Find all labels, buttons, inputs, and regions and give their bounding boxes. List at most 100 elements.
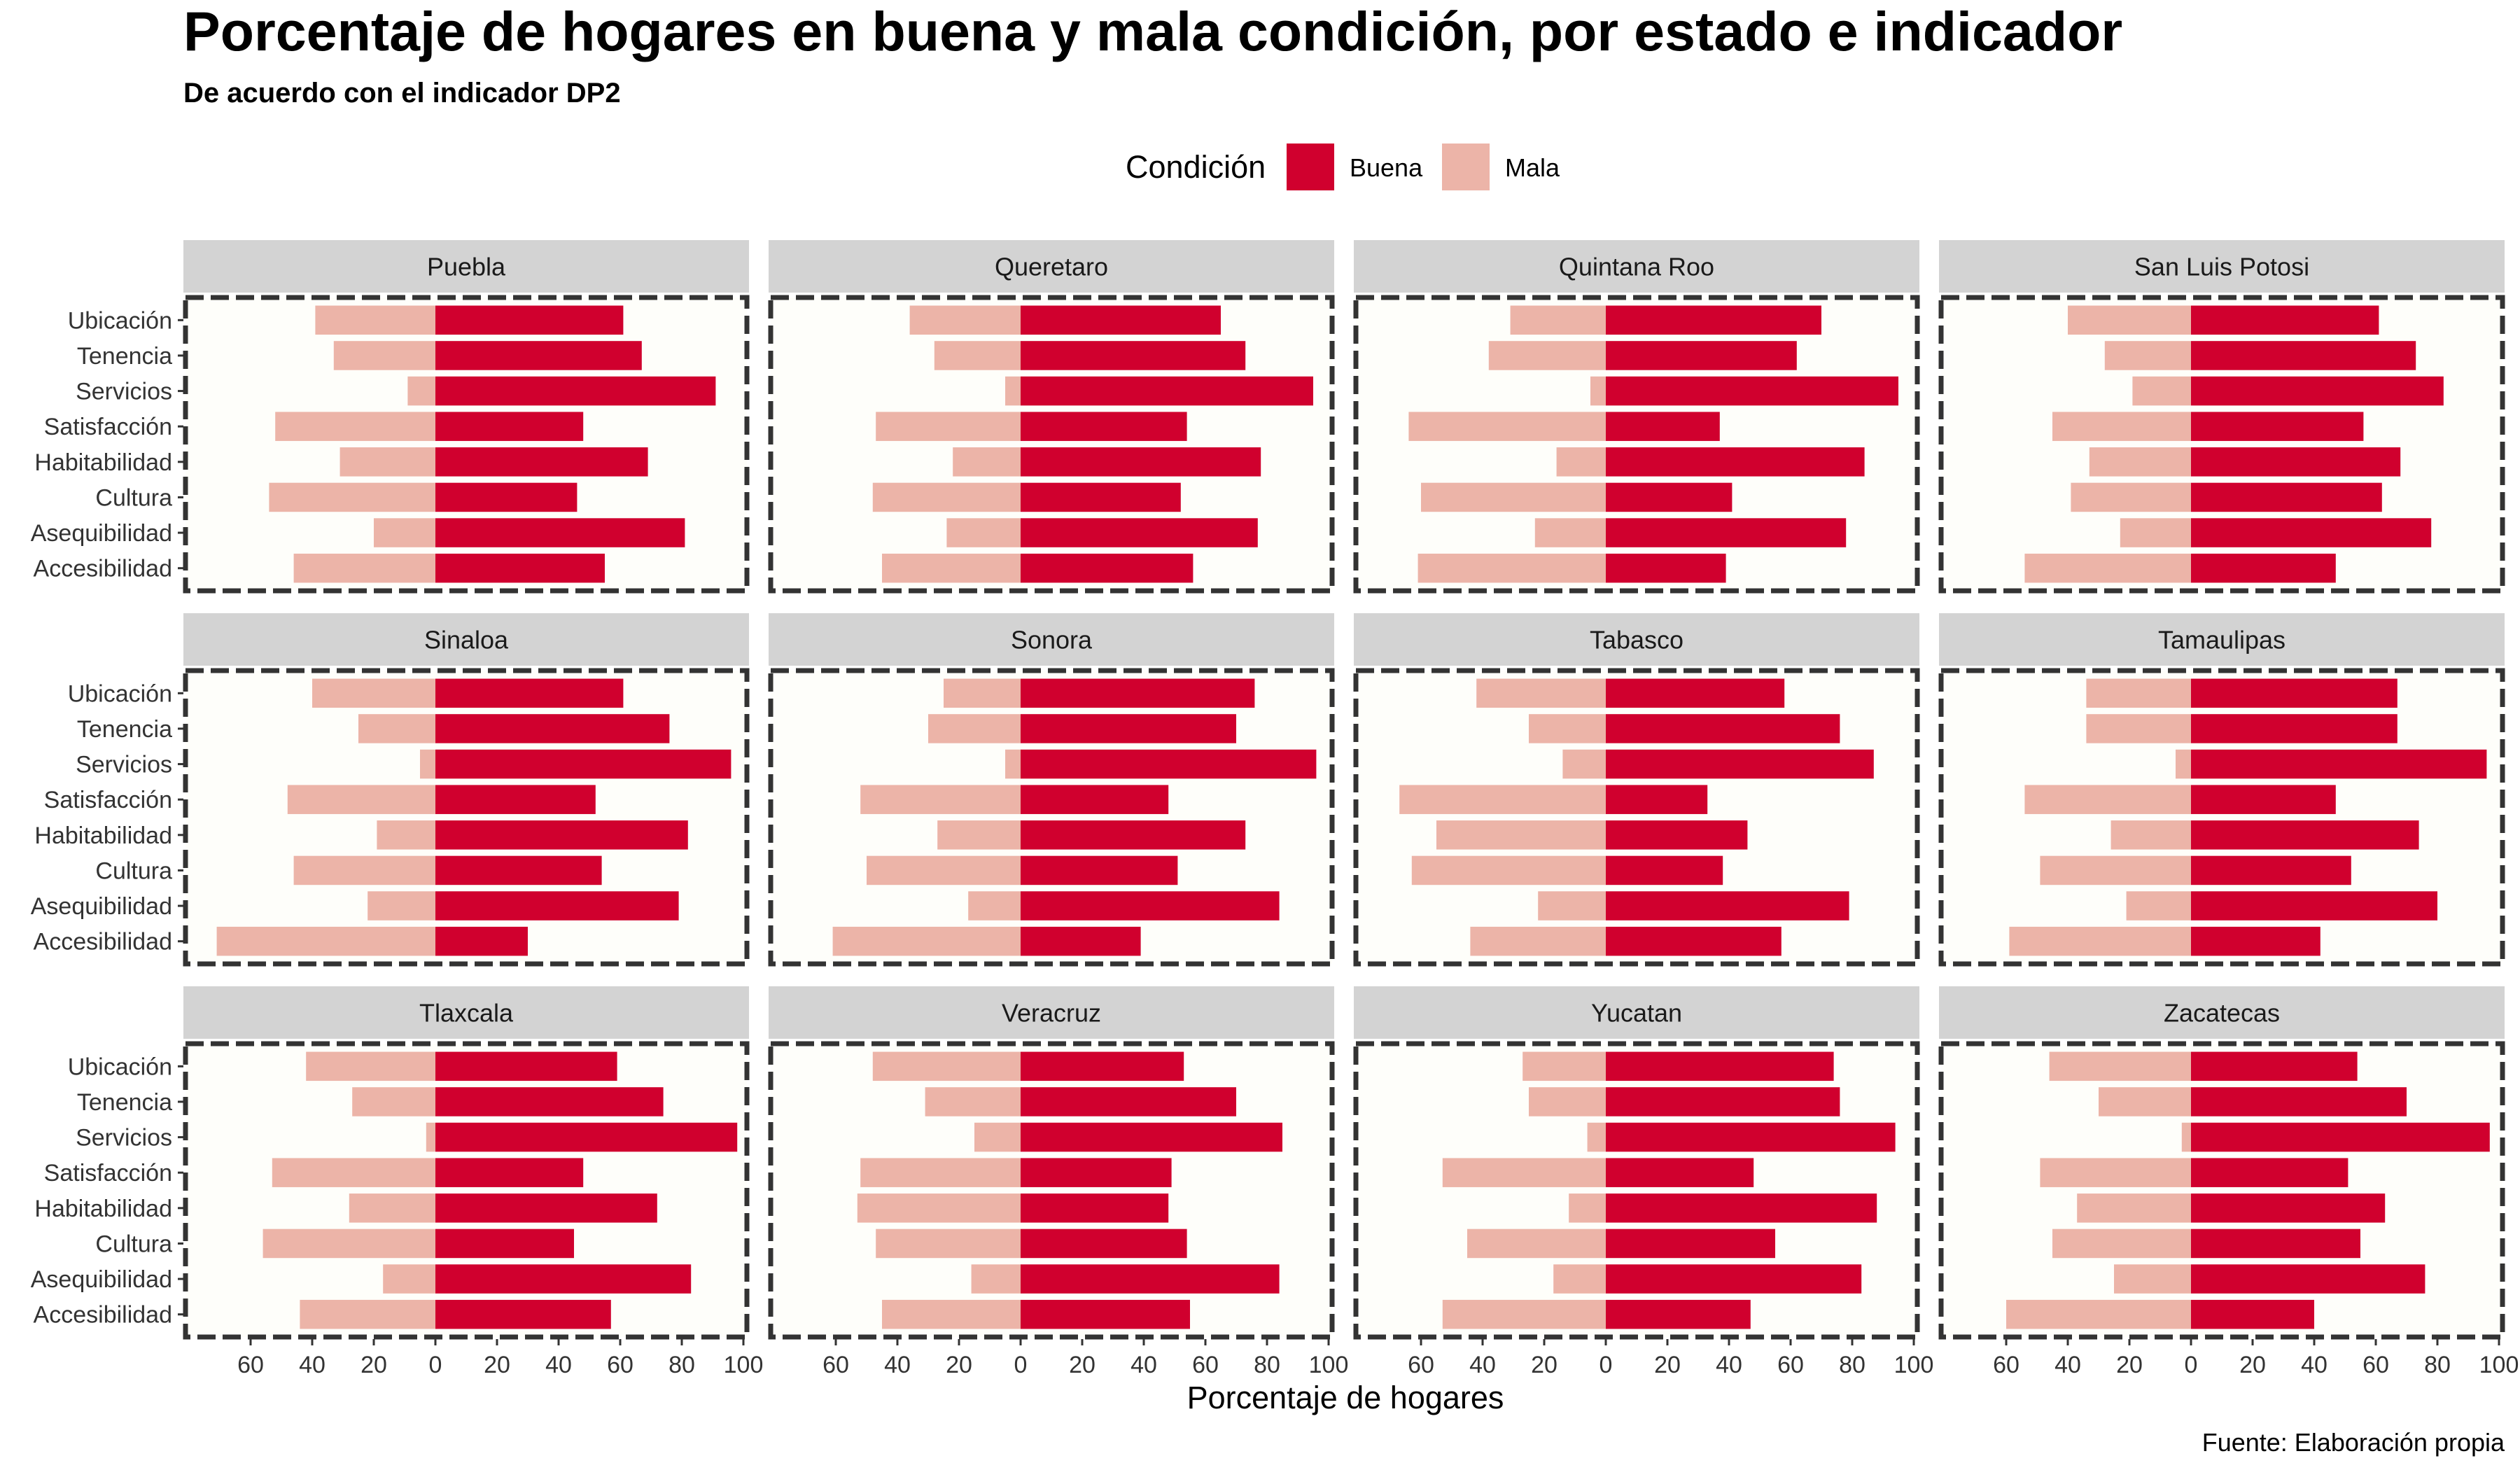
bar-buena <box>435 482 578 512</box>
bar-mala <box>374 518 435 547</box>
bar-mala <box>925 1087 1021 1116</box>
bar-mala <box>368 891 435 920</box>
x-tick-label: 60 <box>1192 1352 1219 1378</box>
facet-grid: Puebla Ubicación Tenencia Servicios Satisfac… <box>31 240 2519 1378</box>
bar-buena <box>435 891 679 920</box>
bar-mala <box>2104 341 2191 370</box>
x-tick-label: 60 <box>1408 1352 1434 1378</box>
bar-buena <box>435 855 602 886</box>
bar-buena <box>435 305 624 335</box>
bar-buena <box>2191 1264 2426 1294</box>
bar-buena <box>1021 1194 1169 1223</box>
facet-strip <box>769 613 1334 666</box>
bar-mala <box>1408 412 1606 441</box>
bar-buena <box>1606 678 1785 708</box>
x-axis-label: Porcentaje de hogares <box>1187 1380 1504 1415</box>
bar-mala <box>2110 820 2191 850</box>
bar-buena <box>1606 553 1726 583</box>
bar-buena <box>1021 376 1313 406</box>
facet-label: Tamaulipas <box>2158 626 2286 654</box>
y-tick-label: Satisfacción <box>44 787 172 813</box>
bar-mala <box>909 305 1021 335</box>
bar-mala <box>882 1299 1021 1329</box>
panel-queretaro: Queretaro <box>768 240 1335 594</box>
bar-buena <box>1606 1264 1862 1294</box>
panel-zacatecas: Zacatecas 60 40 20 0 20 40 60 80 100 <box>1938 986 2519 1378</box>
bar-mala <box>872 1051 1021 1082</box>
bar-buena <box>435 341 642 370</box>
bar-buena <box>435 785 596 814</box>
bar-mala <box>860 785 1021 814</box>
bar-mala <box>2024 785 2191 814</box>
bar-mala <box>275 412 435 441</box>
bar-buena <box>435 1264 692 1294</box>
bar-buena <box>2191 1228 2360 1259</box>
bar-buena <box>2191 305 2379 335</box>
facet-strip <box>769 240 1334 293</box>
panel-veracruz: Veracruz 60 40 20 0 20 40 60 80 100 <box>768 986 1348 1378</box>
bar-mala <box>2049 1051 2191 1082</box>
legend-label-buena: Buena <box>1350 153 1423 182</box>
bar-buena <box>435 1122 738 1152</box>
bar-buena <box>2191 1087 2407 1116</box>
legend: Condición Buena Mala <box>1126 144 1560 190</box>
bar-buena <box>435 1299 611 1329</box>
bar-buena <box>1021 412 1187 441</box>
bar-mala <box>1587 1122 1606 1152</box>
bar-mala <box>1442 1299 1606 1329</box>
bar-mala <box>358 714 435 743</box>
x-tick-label: 20 <box>2239 1352 2266 1378</box>
facet-label: Tabasco <box>1590 626 1684 654</box>
bar-buena <box>1606 1051 1834 1082</box>
bar-mala <box>349 1194 435 1223</box>
facet-strip <box>1939 986 2505 1039</box>
bar-buena <box>1606 305 1821 335</box>
bar-buena <box>435 749 732 779</box>
facet-label: Veracruz <box>1002 999 1101 1028</box>
bar-mala <box>1590 376 1606 406</box>
bar-buena <box>435 714 670 743</box>
x-tick-label: 40 <box>1469 1352 1496 1378</box>
legend-label-mala: Mala <box>1505 153 1560 182</box>
bar-mala <box>2077 1194 2191 1223</box>
facet-label: Tlaxcala <box>419 999 514 1028</box>
bar-mala <box>1488 341 1606 370</box>
bar-mala <box>1562 749 1606 779</box>
y-tick-label: Accesibilidad <box>34 1302 172 1329</box>
bar-mala <box>340 447 435 477</box>
bar-buena <box>1606 926 1782 956</box>
y-tick-label: Accesibilidad <box>34 929 172 955</box>
bar-mala <box>2181 1122 2191 1152</box>
bar-mala <box>968 891 1021 920</box>
x-tick-label: 20 <box>360 1352 387 1378</box>
legend-swatch-buena <box>1287 144 1334 190</box>
bar-buena <box>1606 1158 1754 1187</box>
bar-mala <box>1442 1158 1606 1187</box>
bar-mala <box>377 820 435 850</box>
facet-strip <box>1354 240 1919 293</box>
bar-buena <box>1021 714 1236 743</box>
x-tick-label: 80 <box>668 1352 695 1378</box>
y-tick-label: Habitabilidad <box>34 1196 172 1222</box>
bar-mala <box>262 1228 435 1259</box>
bar-mala <box>860 1158 1021 1187</box>
bar-buena <box>435 1194 657 1223</box>
bar-mala <box>216 926 435 956</box>
bar-mala <box>2009 926 2191 956</box>
panel-puebla: Puebla Ubicación Tenencia Servicios Satisfac… <box>31 240 750 594</box>
x-tick-label: 0 <box>1014 1352 1028 1378</box>
bar-mala <box>928 714 1021 743</box>
bar-buena <box>1606 1194 1877 1223</box>
bar-mala <box>1421 482 1606 512</box>
facet-label: Quintana Roo <box>1559 253 1714 281</box>
bar-buena <box>2191 1158 2348 1187</box>
bar-mala <box>300 1299 435 1329</box>
bar-buena <box>2191 855 2351 886</box>
x-tick-label: 40 <box>299 1352 326 1378</box>
bar-buena <box>1021 553 1194 583</box>
bar-buena <box>1606 1228 1775 1259</box>
bar-mala <box>2068 305 2191 335</box>
bar-mala <box>293 553 435 583</box>
x-tick-label: 40 <box>545 1352 572 1378</box>
bar-mala <box>2099 1087 2191 1116</box>
